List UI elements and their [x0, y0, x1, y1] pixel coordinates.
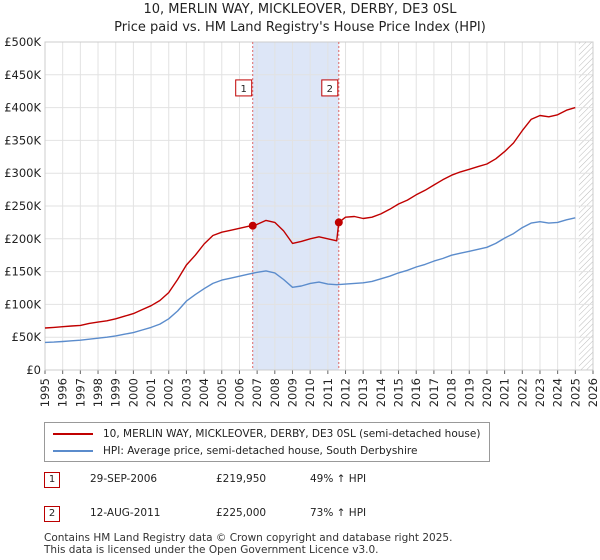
legend-property-line	[53, 433, 93, 435]
x-tick-label: 2005	[215, 378, 229, 407]
sale-row: 2 12-AUG-2011 £225,000 73% ↑ HPI	[44, 506, 444, 524]
legend: 10, MERLIN WAY, MICKLEOVER, DERBY, DE3 0…	[44, 422, 490, 462]
sale-point	[334, 218, 343, 227]
x-tick-label: 2000	[126, 378, 140, 407]
x-tick-label: 1997	[73, 378, 87, 407]
legend-hpi-line	[53, 450, 93, 452]
y-tick-label: £500K	[4, 35, 41, 49]
sale-date: 12-AUG-2011	[90, 507, 161, 519]
x-tick-label: 2006	[232, 378, 246, 407]
plot-border	[44, 41, 594, 371]
x-tick-label: 2022	[515, 378, 529, 407]
x-tick-label: 2025	[568, 378, 582, 407]
footer-attribution: Contains HM Land Registry data © Crown c…	[44, 532, 452, 556]
y-tick-label: £300K	[4, 166, 41, 180]
x-tick-label: 2007	[250, 378, 264, 407]
legend-property-label: 10, MERLIN WAY, MICKLEOVER, DERBY, DE3 0…	[103, 428, 481, 440]
x-tick-label: 2013	[356, 378, 370, 407]
sale-point	[248, 221, 257, 230]
y-tick-label: £400K	[4, 101, 41, 115]
y-tick-label: £150K	[4, 265, 41, 279]
x-tick-label: 2008	[268, 378, 282, 407]
x-tick-label: 2019	[462, 378, 476, 407]
price-chart: £0 £50K £100K £150K £200K £250K £300K £350K £400…	[4, 35, 600, 407]
footer-line1: Contains HM Land Registry data © Crown c…	[44, 532, 453, 544]
x-tick-label: 2021	[498, 378, 512, 407]
x-tick-label: 2016	[409, 378, 423, 407]
x-tick-label: 2024	[551, 378, 565, 407]
x-tick-label: 1998	[91, 378, 105, 407]
x-tick-label: 2001	[144, 378, 158, 407]
x-tick-label: 2004	[197, 378, 211, 407]
legend-entry-hpi: HPI: Average price, semi-detached house,…	[53, 443, 417, 459]
chart-title-line1: 10, MERLIN WAY, MICKLEOVER, DERBY, DE3 0…	[143, 2, 457, 17]
x-tick-label: 2015	[392, 378, 406, 407]
x-tick-label: 2003	[179, 378, 193, 407]
sale-marker-box	[321, 79, 339, 97]
x-tick-label: 2012	[339, 378, 353, 407]
sale-date: 29-SEP-2006	[90, 473, 158, 485]
y-tick-label: £200K	[4, 232, 41, 246]
x-tick-label: 2017	[427, 378, 441, 407]
y-tick-label: £350K	[4, 133, 41, 147]
y-tick-label: £450K	[4, 68, 41, 82]
legend-hpi-label: HPI: Average price, semi-detached house,…	[103, 445, 418, 457]
x-tick-label: 2002	[162, 378, 176, 407]
y-tick-label: £0	[26, 363, 41, 377]
sale-number-badge: 1	[44, 472, 60, 488]
x-tick-label: 1999	[109, 378, 123, 407]
x-tick-label: 2014	[374, 378, 388, 407]
x-tick-label: 1996	[56, 378, 70, 407]
legend-entry-property: 10, MERLIN WAY, MICKLEOVER, DERBY, DE3 0…	[53, 426, 480, 442]
sale-marker-box	[235, 79, 253, 97]
x-tick-label: 2011	[321, 378, 335, 407]
x-tick-label: 2010	[303, 378, 317, 407]
sale-number-badge: 2	[44, 506, 60, 522]
sale-price: £219,950	[216, 473, 267, 485]
x-tick-label: 2009	[285, 378, 299, 407]
sale-hpi-change: 49% ↑ HPI	[310, 473, 367, 485]
y-tick-label: £250K	[4, 199, 41, 213]
x-tick-label: 2018	[445, 378, 459, 407]
y-tick-label: £100K	[4, 297, 41, 311]
hpi-series-line	[44, 217, 576, 344]
x-tick-label: 2023	[533, 378, 547, 407]
x-tick-label: 2020	[480, 378, 494, 407]
x-tick-label: 2026	[586, 378, 600, 407]
sale-price: £225,000	[216, 507, 267, 519]
sale-row: 1 29-SEP-2006 £219,950 49% ↑ HPI	[44, 472, 444, 490]
sale-marker-number: 2	[327, 84, 333, 95]
y-tick-label: £50K	[12, 330, 42, 344]
sale-hpi-change: 73% ↑ HPI	[310, 507, 367, 519]
chart-title-line2: Price paid vs. HM Land Registry's House …	[114, 20, 486, 35]
property-series-line	[44, 106, 576, 329]
sale-marker-number: 1	[241, 84, 247, 95]
x-tick-label: 1995	[38, 378, 52, 407]
footer-line2: This data is licensed under the Open Gov…	[44, 544, 379, 556]
